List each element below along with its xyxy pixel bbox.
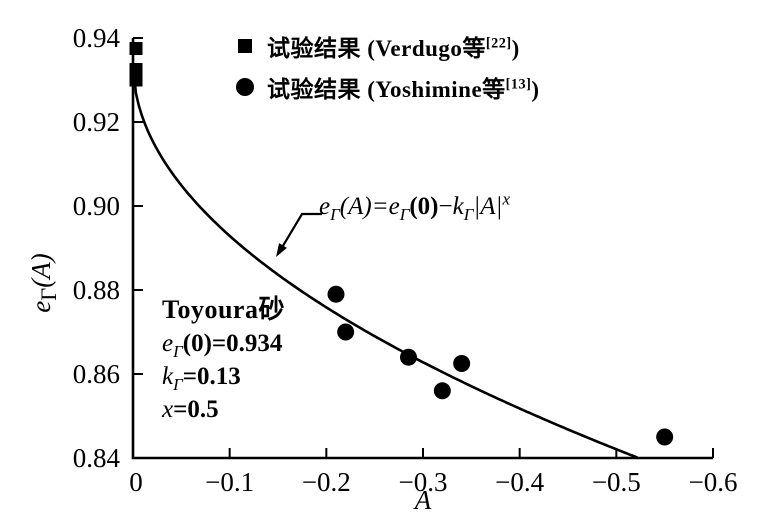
data-point-circle bbox=[453, 355, 471, 372]
legend-text-close: ) bbox=[531, 76, 540, 102]
fit-curve bbox=[131, 63, 639, 459]
legend-citation: [22] bbox=[485, 34, 512, 51]
legend: 试验结果 (Verdugo等[22]) 试验结果 (Yoshimine等[13]… bbox=[232, 25, 540, 107]
x-tick-label: −0.3 bbox=[399, 467, 448, 497]
param-base: x bbox=[162, 396, 174, 423]
y-axis-label: eΓ(A) bbox=[26, 253, 62, 312]
y-tick-label: 0.88 bbox=[73, 275, 120, 305]
param-e-gamma-0: eΓ(0)=0.934 bbox=[162, 327, 285, 360]
eq-sub1: Γ bbox=[330, 205, 340, 224]
y-tick-label: 0.84 bbox=[73, 443, 121, 473]
square-marker-icon bbox=[238, 38, 252, 53]
x-tick-label: −0.2 bbox=[302, 467, 351, 497]
circle-marker-icon bbox=[236, 77, 254, 96]
param-base: k bbox=[162, 363, 174, 390]
param-base: e bbox=[162, 330, 174, 357]
eq-sub2: Γ bbox=[399, 205, 410, 224]
data-point-circle bbox=[400, 348, 417, 366]
y-tick-label: 0.94 bbox=[73, 23, 121, 53]
param-k-gamma: kΓ=0.13 bbox=[162, 360, 285, 393]
legend-label-yoshimine: 试验结果 (Yoshimine等[13]) bbox=[267, 70, 540, 104]
sand-name: Toyoura砂 bbox=[162, 295, 285, 324]
param-value: =0.13 bbox=[182, 363, 241, 390]
legend-author: Verdugo等 bbox=[375, 35, 486, 61]
y-axis-label-rest: (A) bbox=[25, 253, 56, 288]
eq-e1: e bbox=[319, 193, 331, 220]
y-tick-label: 0.90 bbox=[73, 191, 120, 221]
x-tick-label: −0.1 bbox=[205, 467, 254, 497]
y-axis-label-base: e bbox=[25, 300, 56, 313]
x-tick-label: −0.4 bbox=[495, 467, 544, 497]
eq-absA: |A| bbox=[473, 193, 503, 220]
param-sub: Γ bbox=[173, 342, 183, 361]
eq-m2: (0) bbox=[409, 193, 439, 220]
param-value: =0.5 bbox=[173, 396, 219, 423]
data-point-square bbox=[129, 73, 143, 87]
data-point-circle bbox=[656, 428, 674, 446]
data-point-circle bbox=[327, 285, 345, 303]
eq-e2: e bbox=[388, 193, 400, 220]
y-tick-label: 0.92 bbox=[73, 107, 120, 137]
x-tick-label: −0.6 bbox=[689, 467, 738, 497]
legend-item-verdugo: 试验结果 (Verdugo等[22]) bbox=[232, 25, 540, 66]
legend-text-close: ) bbox=[511, 35, 520, 61]
data-point-square bbox=[129, 63, 143, 76]
x-axis-label: A bbox=[414, 485, 432, 515]
x-tick-label: 0 bbox=[129, 467, 143, 497]
params-block: Toyoura砂 eΓ(0)=0.934 kΓ=0.13 x=0.5 bbox=[162, 293, 285, 426]
param-x: x=0.5 bbox=[162, 393, 285, 426]
legend-item-yoshimine: 试验结果 (Yoshimine等[13]) bbox=[232, 66, 540, 107]
legend-citation: [13] bbox=[505, 75, 532, 92]
data-point-circle bbox=[337, 323, 355, 341]
data-point-square bbox=[129, 42, 143, 55]
annotation-arrow bbox=[280, 212, 322, 249]
param-sub: Γ bbox=[173, 375, 183, 394]
eq-exponent: x bbox=[502, 189, 510, 209]
legend-text: 试验结果 ( bbox=[267, 35, 376, 61]
eq-sub3: Γ bbox=[463, 205, 474, 224]
x-tick-label: −0.5 bbox=[592, 467, 641, 497]
y-axis-label-sub: Γ bbox=[36, 287, 62, 301]
curve-equation: eΓ(A)=eΓ(0)−kΓ|A|x bbox=[319, 189, 510, 224]
legend-text: 试验结果 ( bbox=[267, 76, 376, 102]
param-value: (0)=0.934 bbox=[182, 330, 283, 357]
eq-m1: (A)= bbox=[339, 193, 389, 220]
legend-author: Yoshimine等 bbox=[375, 76, 506, 102]
eq-minus: − bbox=[438, 193, 453, 220]
y-tick-label: 0.86 bbox=[73, 359, 120, 389]
legend-label-verdugo: 试验结果 (Verdugo等[22]) bbox=[267, 29, 520, 63]
annotation-arrowhead-icon bbox=[276, 243, 287, 257]
data-point-circle bbox=[433, 382, 451, 400]
eq-k: k bbox=[452, 193, 464, 220]
